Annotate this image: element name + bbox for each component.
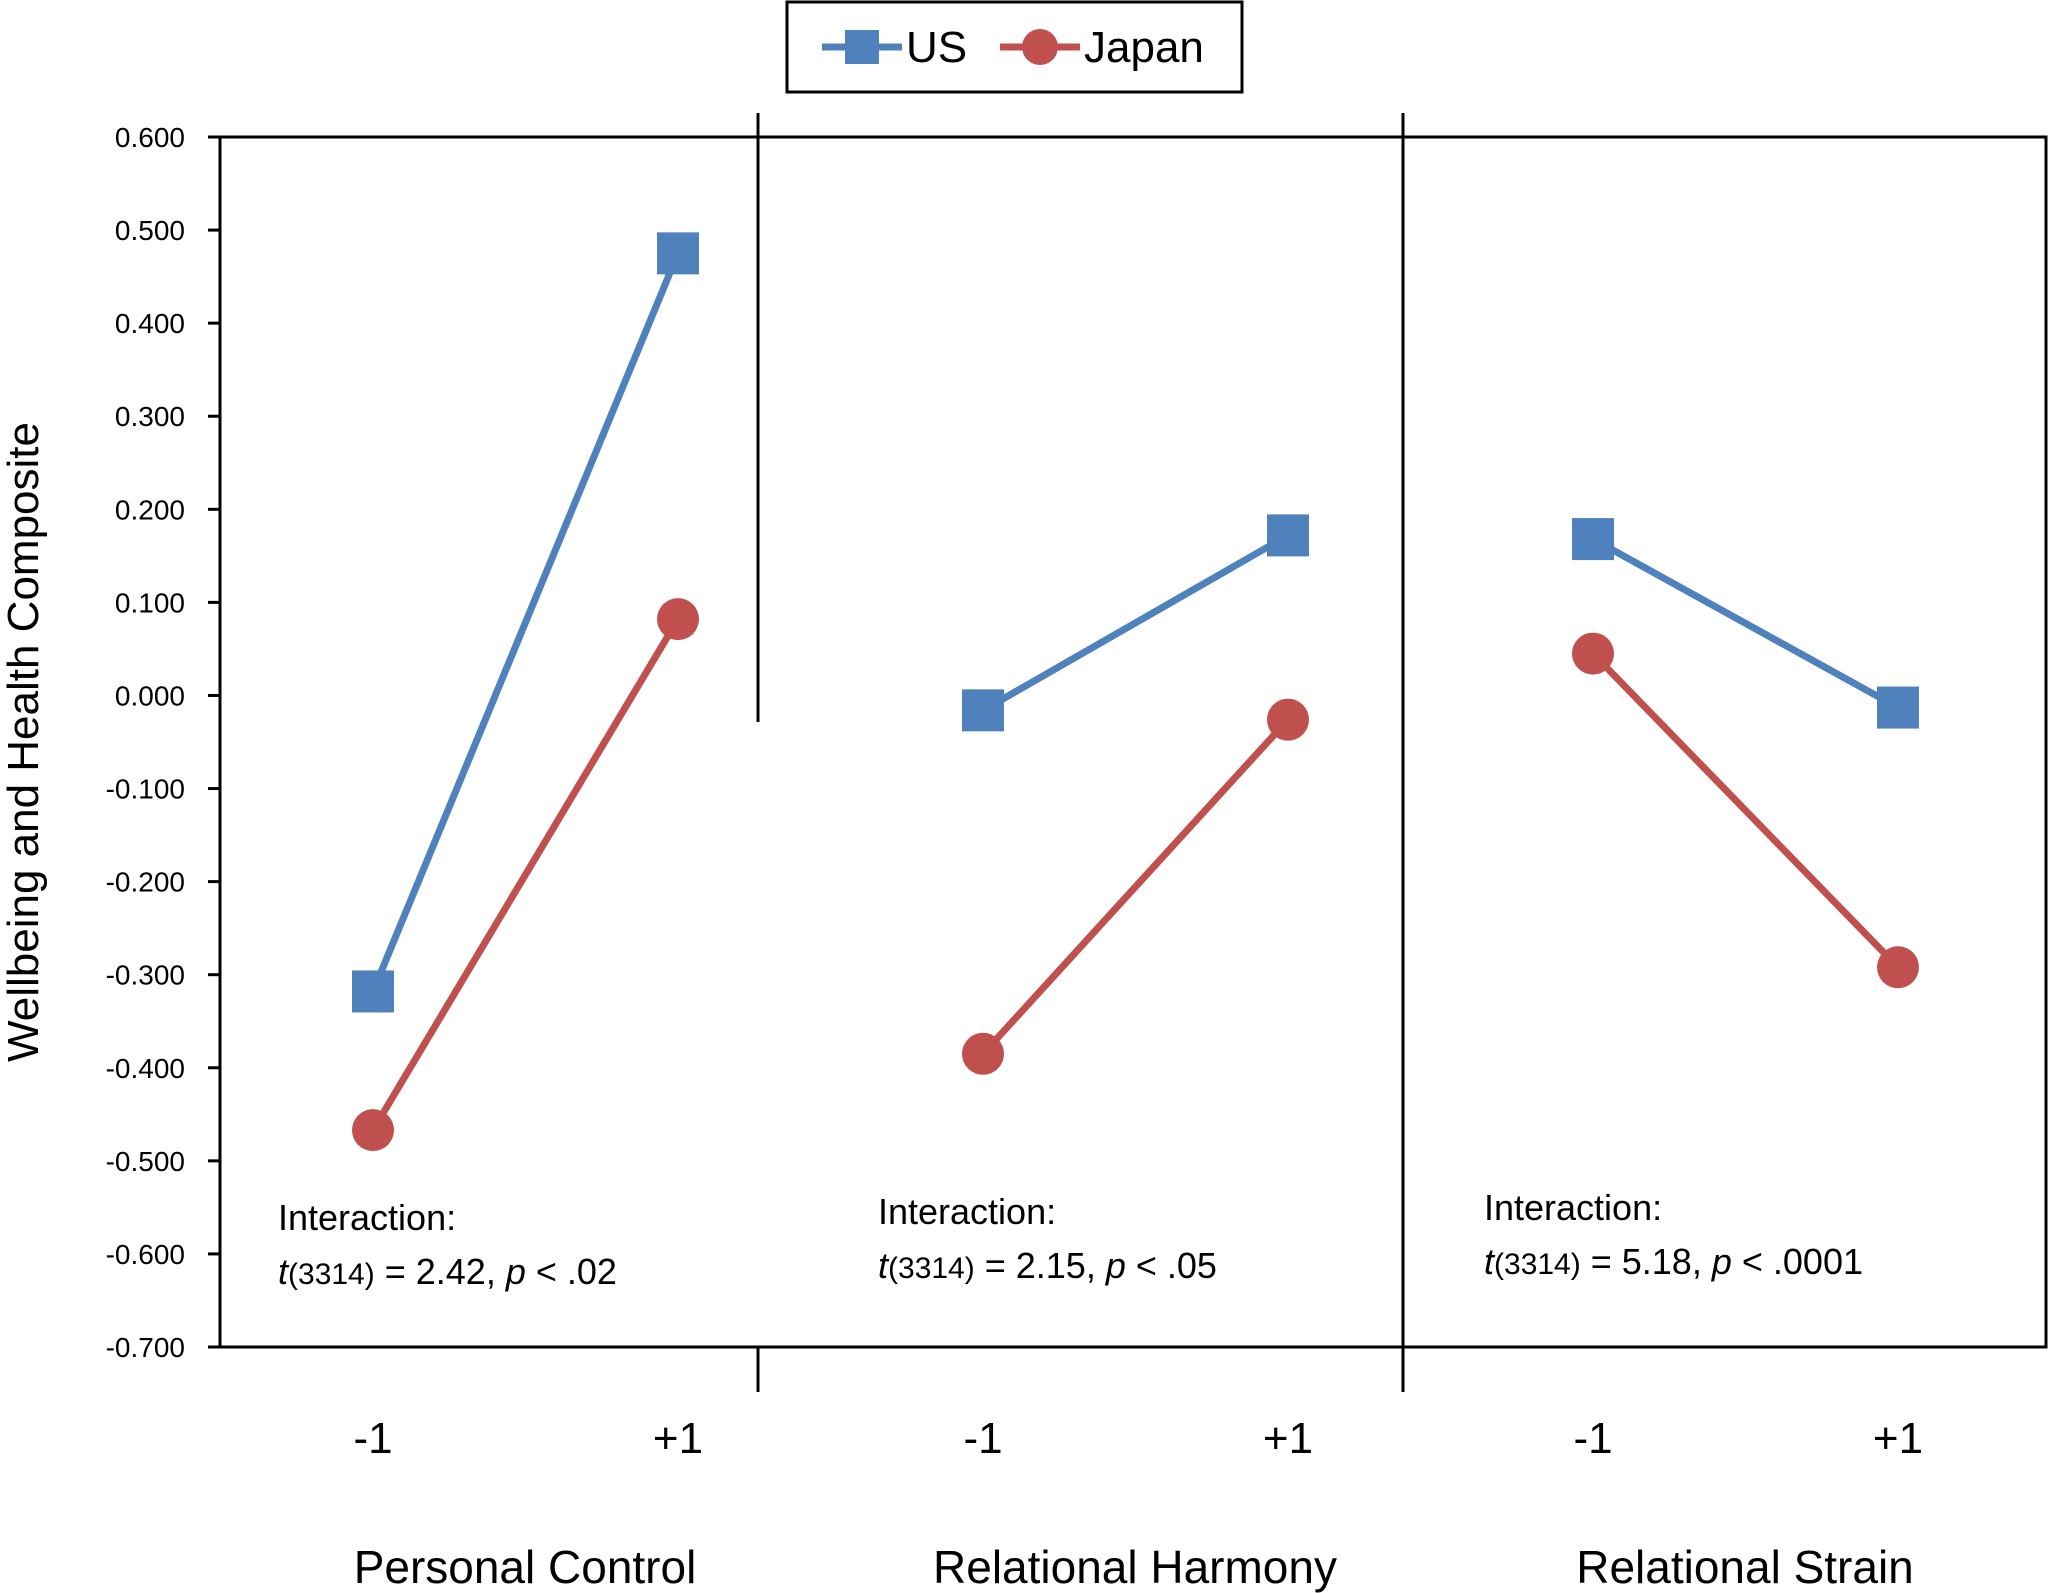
data-point-us	[962, 689, 1004, 732]
annotation-line-1: Interaction:	[278, 1197, 456, 1238]
annotation-fragment: < .0001	[1732, 1241, 1863, 1282]
y-tick-label: -0.400	[106, 1053, 185, 1084]
x-tick-label: -1	[353, 1414, 392, 1463]
annotation-fragment: p	[1711, 1241, 1732, 1282]
series-line-japan	[1590, 651, 1901, 970]
panels: -1 +1 Personal Control Interaction: t(3314) …	[278, 232, 1923, 1593]
annotation-fragment: t	[1484, 1241, 1496, 1282]
annotation-fragment: t	[878, 1245, 890, 1286]
legend-us-label: US	[906, 23, 967, 72]
data-point-japan	[657, 598, 699, 641]
y-tick-label: 0.600	[115, 122, 185, 153]
legend-us-marker	[845, 30, 879, 64]
y-axis-label: Wellbeing and Health Composite	[0, 422, 48, 1062]
series-line-japan	[369, 617, 682, 1132]
group-label: Relational Strain	[1576, 1541, 1914, 1593]
data-point-japan	[1877, 946, 1919, 989]
annotation-fragment: < .05	[1126, 1245, 1217, 1286]
annotation-fragment: (3314)	[288, 1258, 375, 1291]
series-line-us	[369, 252, 682, 993]
x-tick-label: +1	[653, 1414, 703, 1463]
y-tick-label: 0.500	[115, 215, 185, 246]
legend-entry-us: US	[822, 23, 967, 72]
y-tick-label: 0.100	[115, 587, 185, 618]
annotation-fragment: = 2.42,	[375, 1251, 506, 1292]
series-line-us	[1591, 536, 1900, 711]
series-line-japan	[980, 717, 1291, 1057]
y-tick-label: -0.600	[106, 1239, 185, 1270]
data-point-us	[1267, 514, 1309, 557]
y-tick-label: -0.300	[106, 960, 185, 991]
series-line-us	[981, 532, 1290, 714]
legend: US Japan	[785, 0, 1244, 94]
data-point-japan	[962, 1032, 1004, 1075]
data-point-japan	[1267, 698, 1309, 741]
data-point-japan	[1572, 632, 1614, 675]
data-point-us	[657, 232, 699, 275]
panel-relational-strain: -1 +1 Relational Strain Interaction: t(3314)…	[1484, 518, 1923, 1593]
legend-japan-marker	[1022, 29, 1058, 65]
group-label: Relational Harmony	[933, 1541, 1337, 1593]
plot-area	[218, 135, 2048, 1349]
panel-personal-control: -1 +1 Personal Control Interaction: t(3314) …	[278, 232, 703, 1593]
group-label: Personal Control	[354, 1541, 697, 1593]
y-tick-label: 0.200	[115, 494, 185, 525]
annotation-fragment: p	[1105, 1245, 1126, 1286]
annotation-line-2: t(3314) = 2.15, p < .05	[878, 1245, 1217, 1286]
annotation-fragment: = 5.18,	[1581, 1241, 1712, 1282]
x-tick-label: -1	[963, 1414, 1002, 1463]
annotation-fragment: t	[278, 1251, 290, 1292]
y-tick-label: 0.400	[115, 308, 185, 339]
annotation-fragment: (3314)	[1494, 1248, 1581, 1281]
annotation-fragment: (3314)	[888, 1252, 975, 1285]
y-tick-label: 0.300	[115, 401, 185, 432]
y-tick-label: -0.700	[106, 1332, 185, 1363]
x-tick-label: +1	[1263, 1414, 1313, 1463]
panel-relational-harmony: -1 +1 Relational Harmony Interaction: t(3314…	[878, 514, 1337, 1593]
annotation-line-1: Interaction:	[1484, 1187, 1662, 1228]
y-tick-label: -0.200	[106, 867, 185, 898]
y-tick-label: -0.500	[106, 1146, 185, 1177]
data-point-us	[1572, 518, 1614, 561]
legend-entry-japan: Japan	[1000, 23, 1204, 72]
legend-japan-label: Japan	[1084, 23, 1204, 72]
x-tick-label: +1	[1873, 1414, 1923, 1463]
annotation-line-2: t(3314) = 2.42, p < .02	[278, 1251, 617, 1292]
annotation-fragment: < .02	[526, 1251, 617, 1292]
y-tick-label: -0.100	[106, 774, 185, 805]
y-tick-label: 0.000	[115, 680, 185, 711]
x-tick-label: -1	[1573, 1414, 1612, 1463]
annotation-fragment: = 2.15,	[975, 1245, 1106, 1286]
data-point-japan	[352, 1109, 394, 1152]
annotation-fragment: p	[505, 1251, 526, 1292]
data-point-us	[352, 970, 394, 1013]
annotation-line-2: t(3314) = 5.18, p < .0001	[1484, 1241, 1863, 1282]
annotation-line-1: Interaction:	[878, 1191, 1056, 1232]
y-axis: 0.600 0.500 0.400 0.300 0.200 0.100 0.000 -0.10…	[106, 122, 220, 1363]
data-point-us	[1877, 686, 1919, 729]
